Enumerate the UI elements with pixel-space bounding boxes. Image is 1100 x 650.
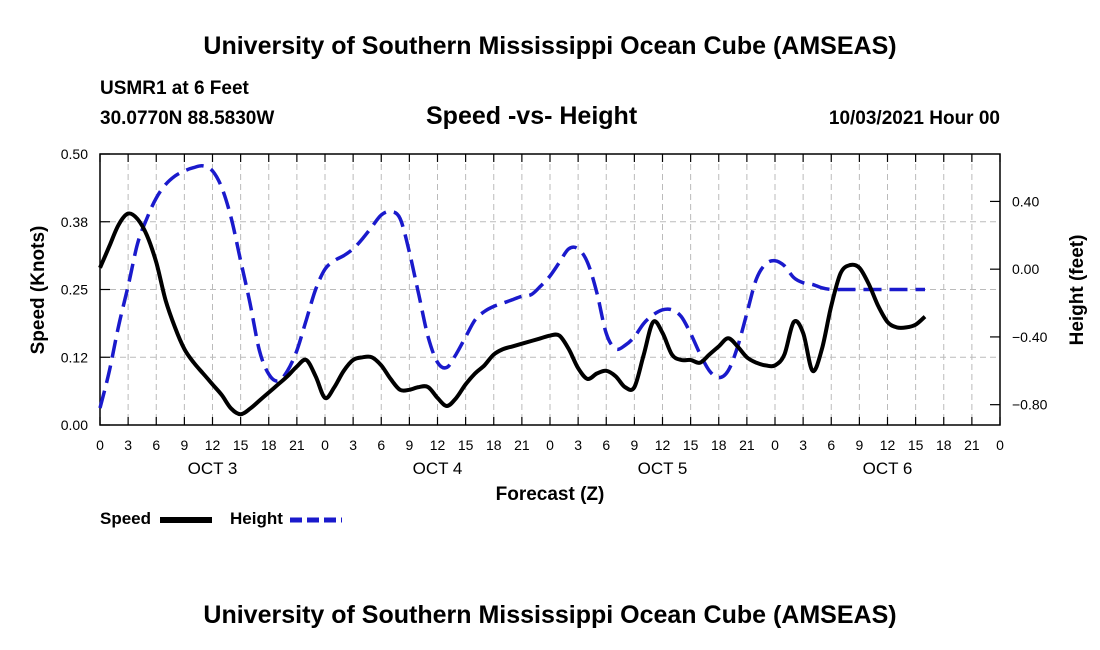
y-tick-label: 0.00 <box>61 417 88 433</box>
x-tick-label: 18 <box>261 437 277 453</box>
y-tick-label: 0.38 <box>61 214 88 230</box>
x-tick-label: 21 <box>289 437 305 453</box>
station-label: USMR1 at 6 Feet <box>100 78 249 99</box>
x-tick-label: 21 <box>964 437 980 453</box>
y-right-tick-label: 0.00 <box>1012 261 1039 277</box>
axes: 0 3 6 9 12 15 18 21 0 3 6 9 12 15 18 21 0 3 6 9 12 15 18 21 0 3 6 9… <box>61 146 1048 478</box>
day-label: OCT 6 <box>863 459 913 478</box>
day-label: OCT 5 <box>638 459 688 478</box>
station-coordinates: 30.0770N 88.5830W <box>100 108 275 129</box>
x-tick-label: 6 <box>602 437 610 453</box>
x-tick-label: 21 <box>514 437 530 453</box>
x-tick-label: 15 <box>233 437 249 453</box>
x-tick-label: 0 <box>96 437 104 453</box>
x-tick-label: 12 <box>205 437 221 453</box>
x-tick-label: 6 <box>827 437 835 453</box>
legend-speed-label: Speed <box>100 509 151 528</box>
y-right-tick-label: −0.40 <box>1012 329 1048 345</box>
x-tick-label: 0 <box>546 437 554 453</box>
y-tick-label: 0.50 <box>61 146 88 162</box>
chart-title: Speed -vs- Height <box>426 102 638 130</box>
x-tick-label: 18 <box>486 437 502 453</box>
day-label: OCT 3 <box>188 459 238 478</box>
x-tick-label: 21 <box>739 437 755 453</box>
x-tick-label: 9 <box>405 437 413 453</box>
x-tick-label: 15 <box>908 437 924 453</box>
x-tick-label: 18 <box>711 437 727 453</box>
day-label: OCT 4 <box>413 459 463 478</box>
x-tick-label: 12 <box>655 437 671 453</box>
x-tick-label: 3 <box>124 437 132 453</box>
x-tick-label: 0 <box>996 437 1004 453</box>
x-tick-label: 15 <box>683 437 699 453</box>
x-axis-label: Forecast (Z) <box>496 484 605 505</box>
y-tick-label: 0.25 <box>61 282 88 298</box>
y-right-tick-label: −0.80 <box>1012 397 1048 413</box>
series-group <box>98 164 927 417</box>
grid <box>100 154 1000 425</box>
x-tick-label: 15 <box>458 437 474 453</box>
x-tick-label: 6 <box>152 437 160 453</box>
y-tick-label: 0.12 <box>61 349 88 365</box>
x-tick-label: 12 <box>880 437 896 453</box>
x-tick-label: 6 <box>377 437 385 453</box>
x-tick-label: 12 <box>430 437 446 453</box>
x-tick-label: 9 <box>855 437 863 453</box>
x-tick-label: 3 <box>799 437 807 453</box>
footer-title: University of Southern Mississippi Ocean… <box>203 601 897 629</box>
forecast-datetime: 10/03/2021 Hour 00 <box>828 108 1000 129</box>
legend-height-label: Height <box>230 509 283 528</box>
x-tick-label: 0 <box>321 437 329 453</box>
y-axis-label: Speed (Knots) <box>28 226 49 355</box>
speed-series-line <box>98 211 927 417</box>
x-tick-label: 3 <box>574 437 582 453</box>
x-tick-label: 18 <box>936 437 952 453</box>
x-tick-label: 3 <box>349 437 357 453</box>
height-series-line <box>98 164 925 409</box>
x-tick-label: 9 <box>180 437 188 453</box>
main-title: University of Southern Mississippi Ocean… <box>203 32 897 60</box>
x-tick-label: 9 <box>630 437 638 453</box>
x-tick-label: 0 <box>771 437 779 453</box>
y-axis-label-right: Height (feet) <box>1067 235 1088 346</box>
y-right-tick-label: 0.40 <box>1012 193 1039 209</box>
